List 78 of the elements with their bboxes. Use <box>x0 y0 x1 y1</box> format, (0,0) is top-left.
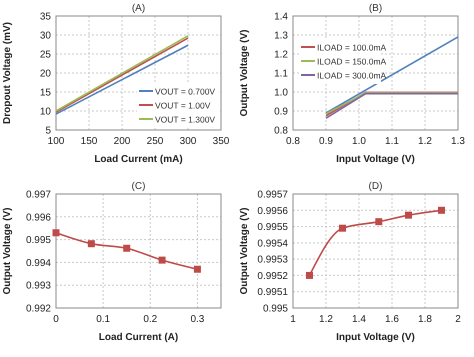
x-tick-label: 0.2 <box>143 314 158 325</box>
x-tick-label: 350 <box>212 136 230 147</box>
x-tick-label: 1.6 <box>385 314 400 325</box>
legend-label: ILOAD = 150.0mA <box>317 56 387 66</box>
point <box>438 206 445 214</box>
point <box>339 224 346 232</box>
chart-title: (D) <box>368 181 382 192</box>
point <box>88 240 95 248</box>
y-tick-label: 5 <box>45 126 52 136</box>
x-tick-label: 1.8 <box>418 314 432 325</box>
y-tick-label: 15 <box>40 88 52 98</box>
x-tick-label: 0.3 <box>190 314 205 325</box>
x-tick-label: 1.3 <box>451 136 466 147</box>
x-tick-label: 1.1 <box>385 136 400 147</box>
x-tick-label: 1 <box>290 314 296 325</box>
y-tick-label: 0.9951 <box>257 287 288 298</box>
y-tick-label: 35 <box>40 12 52 22</box>
y-tick-label: 20 <box>40 68 52 80</box>
y-tick-label: 0.994 <box>26 258 52 269</box>
x-axis-title: Load Current (A) <box>98 332 178 343</box>
y-tick-label: 0.992 <box>26 304 52 314</box>
x-axis-title: Input Voltage (V) <box>336 332 415 343</box>
y-tick-label: 1.4 <box>274 12 288 22</box>
point <box>194 266 201 273</box>
x-tick-label: 1.4 <box>352 314 366 325</box>
y-tick-label: 0.997 <box>26 190 52 200</box>
x-axis-title: Input Voltage (V) <box>336 154 415 165</box>
y-tick-label: 0.993 <box>26 280 52 292</box>
point <box>158 256 166 264</box>
y-tick-label: 1.3 <box>274 30 288 42</box>
y-tick-label: 30 <box>40 30 52 42</box>
y-tick-label: 1.0 <box>274 88 288 98</box>
y-tick-label: 0.9955 <box>257 222 288 234</box>
x-tick-label: 2 <box>455 314 462 325</box>
y-tick-label: 0.995 <box>262 304 288 314</box>
y-tick-label: 0.995 <box>26 235 52 246</box>
chart-title: (A) <box>132 3 146 14</box>
y-tick-label: 0.9956 <box>257 206 288 217</box>
y-tick-label: 0.9 <box>274 106 288 118</box>
legend-label: VOUT = 1.300V <box>155 114 216 124</box>
legend-label: VOUT = 0.700V <box>155 86 216 96</box>
chart-title: (B) <box>368 3 382 14</box>
y-tick-label: 0.9952 <box>257 270 288 282</box>
point <box>123 244 130 252</box>
x-tick-label: 0 <box>53 314 60 325</box>
x-axis-title: Load Current (mA) <box>94 154 183 165</box>
legend-label: ILOAD = 100.0mA <box>317 42 387 52</box>
y-tick-label: 0.9953 <box>257 254 288 266</box>
x-tick-label: 300 <box>180 136 197 147</box>
y-tick-label: 1.1 <box>274 68 288 80</box>
x-tick-label: 0.8 <box>286 136 300 147</box>
y-tick-label: 0.8 <box>274 126 288 136</box>
y-tick-label: 25 <box>40 50 52 60</box>
x-tick-label: 100 <box>48 136 65 147</box>
y-tick-label: 1.2 <box>274 50 288 60</box>
x-tick-label: 1.2 <box>418 136 432 147</box>
y-axis-title: Output Voltage (V) <box>239 207 250 295</box>
chart-title: (C) <box>132 181 146 192</box>
point <box>52 229 60 236</box>
x-tick-label: 0.9 <box>319 136 334 147</box>
x-tick-label: 0.1 <box>96 314 111 325</box>
y-tick-label: 0.9954 <box>257 238 288 250</box>
x-tick-label: 200 <box>114 136 131 147</box>
legend-label: ILOAD = 300.0mA <box>317 70 387 80</box>
legend-label: VOUT = 1.00V <box>155 100 211 110</box>
point <box>375 218 382 226</box>
x-tick-label: 1.2 <box>319 314 334 325</box>
y-tick-label: 10 <box>40 106 52 118</box>
y-tick-label: 0.996 <box>26 212 52 224</box>
x-tick-label: 150 <box>80 136 98 147</box>
x-tick-label: 250 <box>146 136 164 147</box>
y-axis-title: Output Voltage (V) <box>239 29 250 117</box>
point <box>306 272 313 279</box>
y-axis-title: Output Voltage (V) <box>2 207 13 295</box>
y-axis-title: Dropout Voltage (mV) <box>2 22 13 124</box>
point <box>405 212 412 219</box>
y-tick-label: 0.9957 <box>257 190 288 200</box>
x-tick-label: 1.0 <box>352 136 366 147</box>
